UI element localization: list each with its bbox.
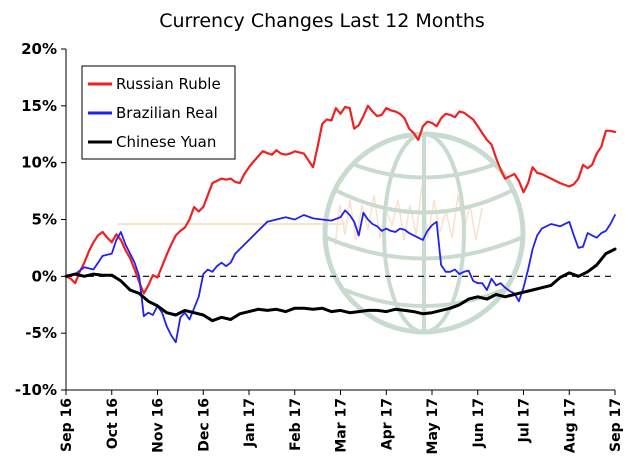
series-line-chinese-yuan: [64, 247, 617, 323]
x-tick-label: Apr 17: [379, 398, 395, 450]
y-tick-label: -10%: [15, 381, 57, 399]
chart-title: Currency Changes Last 12 Months: [159, 10, 485, 32]
y-tick-label: 15%: [21, 97, 57, 115]
y-tick-label: -5%: [25, 324, 57, 342]
x-tick-label: Mar 17: [334, 398, 350, 453]
x-tick-label: Sep 17: [608, 398, 624, 452]
x-tick-label: May 17: [425, 398, 441, 454]
globe-watermark-icon: [118, 131, 526, 335]
legend-label: Brazilian Real: [116, 104, 218, 122]
x-tick-label: Oct 16: [105, 398, 121, 449]
legend-label: Chinese Yuan: [116, 133, 216, 151]
y-tick-label: 5%: [32, 211, 57, 229]
x-tick-label: Jun 17: [471, 398, 487, 449]
y-tick-label: 20%: [21, 40, 57, 58]
legend-label: Russian Ruble: [116, 75, 221, 93]
series-line-russian-ruble: [64, 104, 617, 295]
x-tick-label: Sep 16: [59, 398, 75, 452]
x-tick-label: Dec 16: [196, 398, 212, 452]
y-tick-label: 10%: [21, 154, 57, 172]
y-tick-label: 0%: [32, 267, 57, 285]
x-tick-label: Nov 16: [151, 398, 167, 453]
series-line-brazilian-real: [65, 209, 616, 344]
x-tick-label: Feb 17: [288, 398, 304, 451]
legend: Russian Ruble Brazilian Real Chinese Yuan: [81, 65, 236, 160]
x-tick-label: Jul 17: [517, 398, 533, 443]
x-tick-label: Aug 17: [562, 398, 578, 453]
x-tick-label: Jan 17: [242, 398, 258, 448]
